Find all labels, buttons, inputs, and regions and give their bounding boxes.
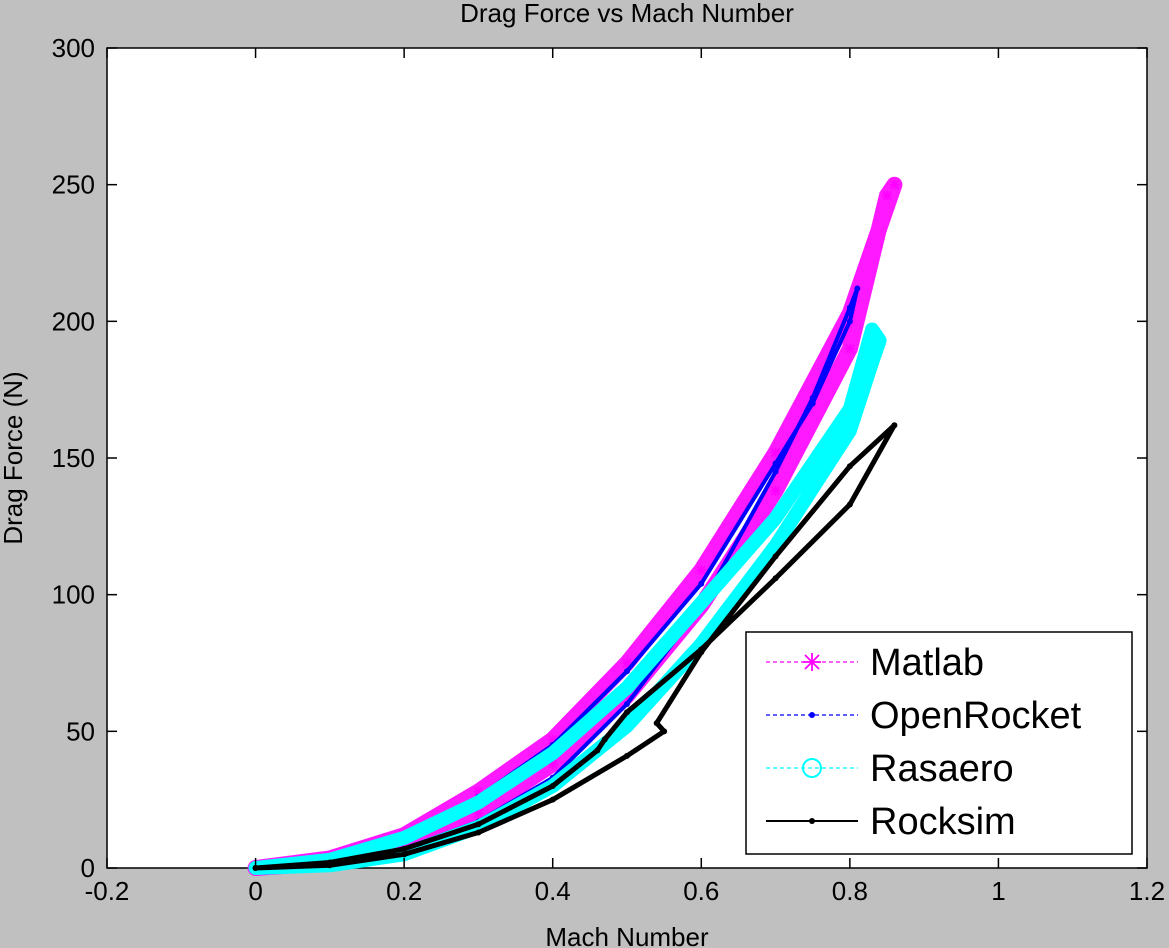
y-tick-label: 250 [52,170,95,200]
legend-marker [809,712,815,718]
data-point [621,719,633,732]
legend-item-openrocket: OpenRocket [766,695,1082,737]
series-rocksim [252,422,898,871]
data-point [698,580,705,587]
data-point [549,783,556,789]
x-tick-label: 1 [991,876,1005,906]
x-tick-label: 0 [248,876,262,906]
data-point [844,343,855,354]
legend-box [745,631,1133,855]
legend-marker [809,818,815,824]
y-tick-label: 300 [52,33,95,63]
data-point [653,720,660,727]
legend-item-matlab: Matlab [766,642,984,684]
data-point [401,845,408,852]
legend-label: Rocksim [870,801,1016,843]
data-point [624,709,630,716]
data-point [475,829,482,836]
data-point [882,190,892,201]
legend-label: Rasaero [870,748,1014,790]
legend-marker [802,758,822,778]
legend-label: OpenRocket [870,695,1082,737]
data-point [843,424,856,437]
x-tick-label: 0.6 [683,876,719,906]
data-point [854,285,861,292]
y-tick-label: 150 [52,443,95,473]
data-point [475,821,482,828]
chart-title: Drag Force vs Mach Number [460,0,794,28]
data-point [772,553,779,560]
data-point [866,356,879,369]
x-tick-label: 0.4 [535,876,571,906]
data-point [772,468,779,475]
legend-label: Matlab [870,642,984,684]
data-point [624,752,630,759]
data-point [770,485,781,496]
data-point [809,394,816,401]
data-point [846,501,853,508]
y-tick-label: 100 [52,580,95,610]
data-point [846,304,853,311]
data-point [696,565,707,576]
data-point [698,649,705,656]
data-point [770,447,781,458]
x-axis-label: Mach Number [545,922,709,948]
series-line-matlab [247,176,903,876]
data-point [401,851,408,858]
data-point [769,539,782,552]
data-point [621,681,633,694]
y-tick-label: 50 [66,716,95,746]
data-point [546,747,559,760]
data-point [846,463,853,470]
data-point [809,400,816,407]
x-tick-label: 0.8 [832,876,868,906]
data-point [624,668,630,675]
x-tick-label: -0.2 [85,876,130,906]
data-point [624,701,630,707]
data-point [843,402,856,415]
data-point [594,747,601,754]
legend: Matlab OpenRocket Rasaero Rocksim [745,631,1133,855]
data-point [866,323,879,336]
data-point [661,728,668,735]
data-point [326,862,333,869]
legend-marker [803,653,821,671]
data-point [769,512,782,525]
y-tick-label: 200 [52,306,95,336]
data-point [398,831,411,844]
data-point [873,334,886,347]
legend-item-rasaero: Rasaero [766,748,1014,790]
x-tick-label: 0.2 [386,876,422,906]
x-tick-label: 1.2 [1129,876,1165,906]
y-axis-label: Drag Force (N) [0,371,28,544]
series-layer [247,176,903,876]
data-point [601,736,608,743]
legend-item-rocksim: Rocksim [766,801,1016,843]
data-point [846,318,853,325]
data-point [891,422,898,429]
data-point [472,796,485,809]
data-point [889,179,900,190]
y-tick-label: 0 [81,853,95,883]
data-point [772,575,779,582]
data-point [549,796,556,803]
data-point [695,596,708,609]
data-point [772,460,779,467]
